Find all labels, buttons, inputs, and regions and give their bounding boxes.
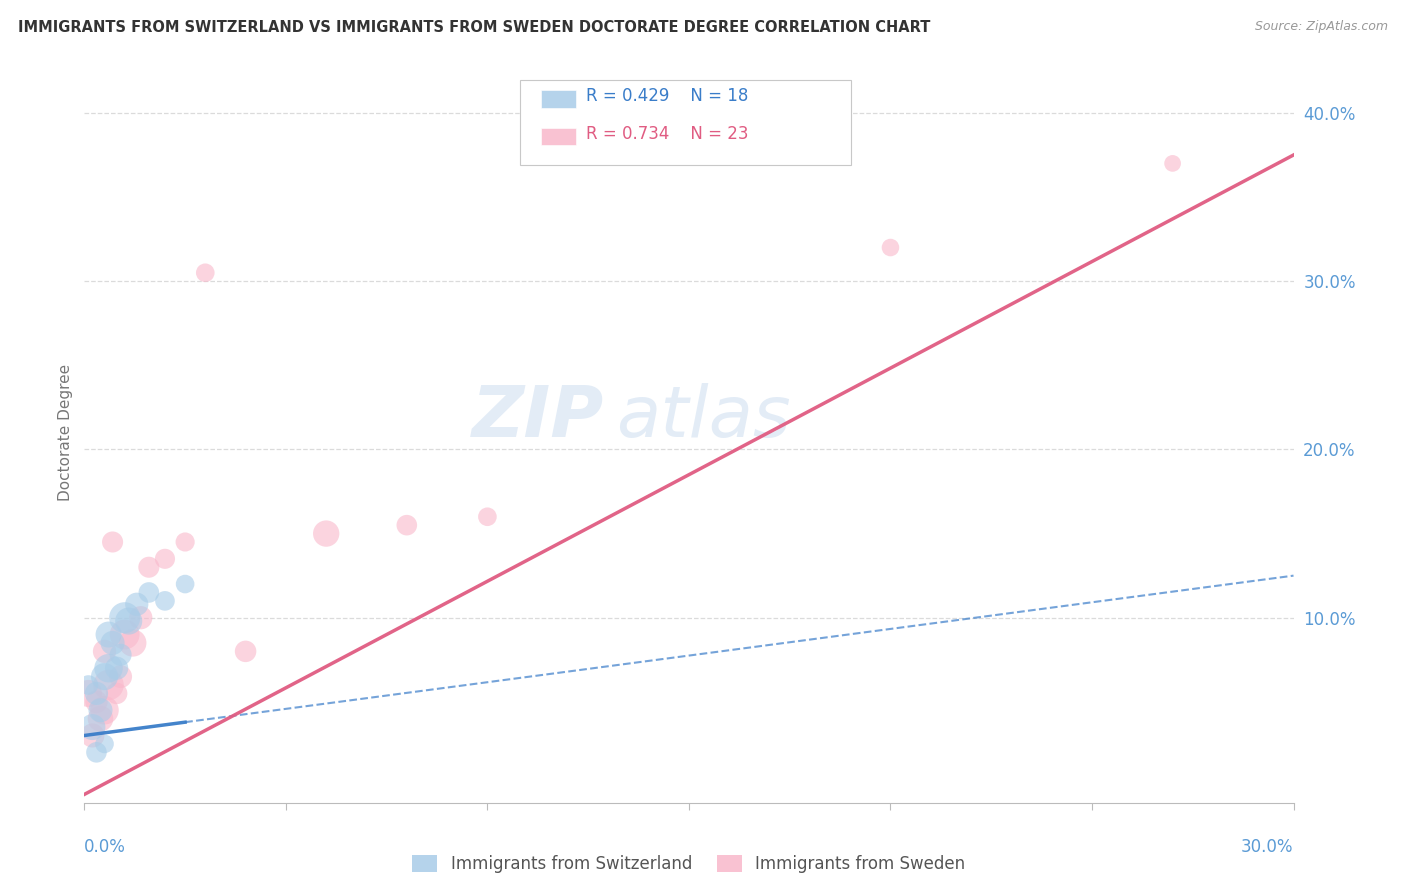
Point [97,627,120,641]
Point [93,703,115,717]
Legend: Immigrants from Switzerland, Immigrants from Sweden: Immigrants from Switzerland, Immigrants … [406,848,972,880]
Text: R = 0.734    N = 23: R = 0.734 N = 23 [586,125,749,143]
Point [82,720,104,734]
Point [174,577,197,591]
Point [138,585,160,599]
Point [194,266,217,280]
Point [114,610,136,624]
Point [118,614,141,628]
Point [153,594,176,608]
Point [879,240,901,254]
Point [93,737,115,751]
Point [110,648,132,662]
Point [77,686,100,700]
Point [174,535,197,549]
Text: ZIP: ZIP [472,384,605,452]
Text: atlas: atlas [616,384,792,452]
Point [315,526,337,541]
Text: 30.0%: 30.0% [1241,838,1294,856]
Point [125,597,148,611]
Point [97,678,120,692]
Point [105,686,128,700]
Point [121,636,143,650]
Point [93,644,115,658]
Point [86,745,108,759]
Point [129,610,152,624]
Point [89,703,111,717]
Point [93,670,115,684]
Y-axis label: Doctorate Degree: Doctorate Degree [58,364,73,501]
Text: R = 0.429    N = 18: R = 0.429 N = 18 [586,87,748,105]
Point [153,551,176,566]
Point [101,535,124,549]
Text: IMMIGRANTS FROM SWITZERLAND VS IMMIGRANTS FROM SWEDEN DOCTORATE DEGREE CORRELATI: IMMIGRANTS FROM SWITZERLAND VS IMMIGRANT… [18,20,931,35]
Point [97,661,120,675]
Point [86,695,108,709]
Point [138,560,160,574]
Point [82,729,104,743]
Point [1161,156,1184,170]
Text: 0.0%: 0.0% [84,838,127,856]
Point [114,627,136,641]
Point [89,712,111,726]
Point [110,670,132,684]
Point [235,644,257,658]
Point [86,686,108,700]
Text: Source: ZipAtlas.com: Source: ZipAtlas.com [1254,20,1388,33]
Point [101,636,124,650]
Point [395,518,418,533]
Point [105,661,128,675]
Point [77,678,100,692]
Point [477,509,499,524]
